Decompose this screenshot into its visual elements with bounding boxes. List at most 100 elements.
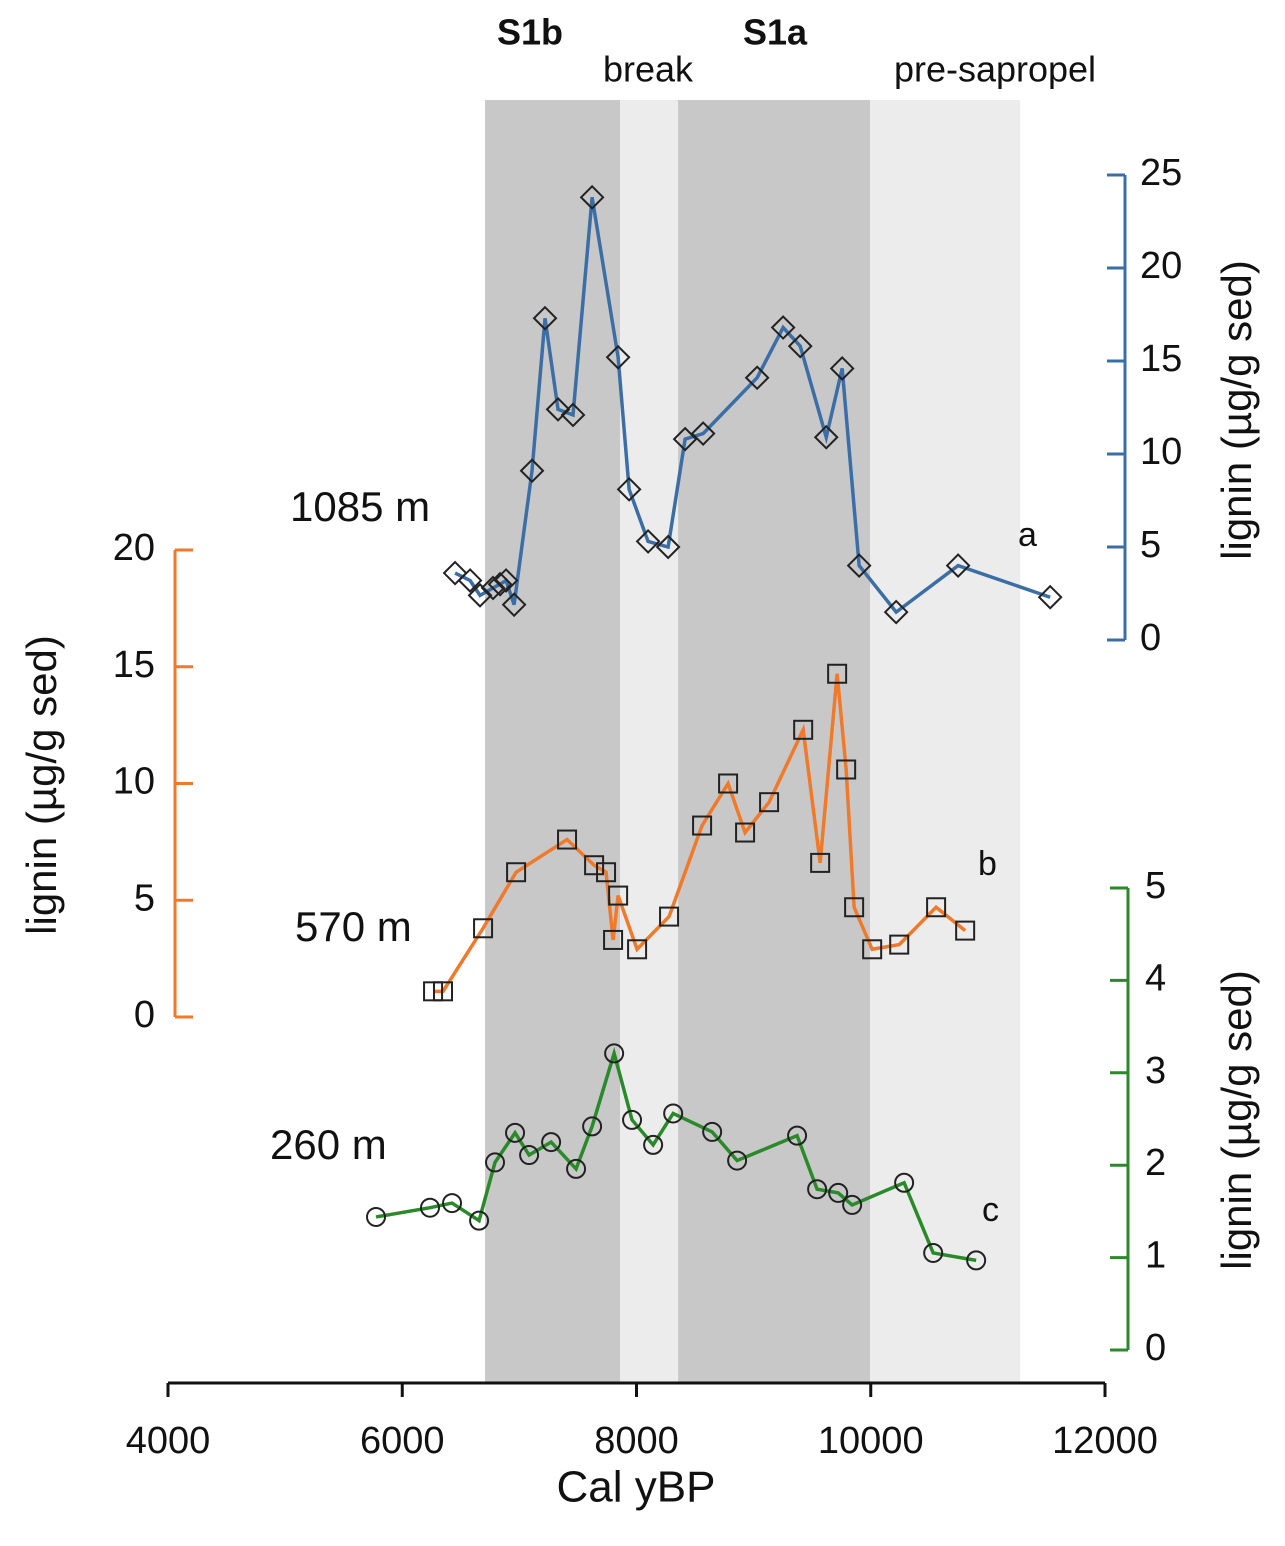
data-point [442, 1193, 463, 1214]
y-tick-label: 20 [113, 527, 155, 569]
y-tick-label: 3 [1145, 1050, 1166, 1092]
data-point [787, 333, 813, 359]
data-point [519, 1145, 540, 1166]
data-point [787, 1125, 808, 1146]
data-point [889, 934, 910, 955]
period-band [870, 100, 1021, 1383]
data-point [702, 1121, 723, 1142]
data-point [366, 1206, 387, 1227]
series-tag: c [982, 1191, 999, 1229]
data-point [894, 1172, 915, 1193]
data-point [945, 553, 971, 579]
data-point [608, 885, 629, 906]
data-point [584, 855, 605, 876]
period-band [620, 100, 679, 1383]
data-point [532, 305, 558, 331]
data-point [813, 424, 839, 450]
data-point [493, 568, 519, 593]
data-point [457, 568, 483, 593]
y-tick-label: 20 [1140, 245, 1182, 287]
data-point [442, 560, 468, 586]
data-point [622, 1109, 643, 1130]
data-point [810, 852, 831, 873]
data-point [420, 1197, 441, 1218]
data-point [759, 792, 780, 813]
data-point [433, 981, 454, 1002]
data-point [473, 918, 494, 939]
data-point [545, 396, 571, 422]
period-label: break [603, 49, 694, 90]
x-tick-label: 12000 [1052, 1420, 1158, 1462]
data-point [744, 365, 770, 391]
data-point [883, 599, 909, 625]
data-point [844, 897, 865, 918]
data-point [846, 553, 872, 579]
data-point [557, 829, 578, 850]
markers [442, 184, 1063, 625]
y-tick-label: 5 [1145, 865, 1166, 907]
data-point [923, 1242, 944, 1263]
series-label: 260 m [270, 1121, 387, 1168]
data-point [793, 719, 814, 740]
data-point [635, 529, 661, 554]
y-tick-label: 0 [134, 994, 155, 1036]
y-axis-label: lignin (µg/g sed) [1213, 970, 1260, 1270]
data-point [506, 862, 527, 883]
data-point [605, 344, 631, 370]
period-band [678, 100, 871, 1383]
data-point [692, 815, 713, 836]
y-tick-label: 10 [1140, 431, 1182, 473]
period-label: S1a [743, 12, 808, 53]
data-point [627, 939, 648, 960]
y-axis-label: lignin (µg/g sed) [18, 635, 65, 935]
data-point [616, 476, 642, 502]
series-line [375, 1047, 977, 1263]
y-tick-label: 5 [1140, 524, 1161, 566]
x-tick-label: 10000 [818, 1420, 924, 1462]
x-axis-label: Cal yBP [557, 1463, 716, 1512]
data-point [727, 1150, 748, 1171]
data-point [690, 421, 716, 446]
y-tick-label: 4 [1145, 957, 1166, 999]
y-tick-label: 15 [113, 644, 155, 686]
period-label: pre-sapropel [894, 49, 1096, 90]
series-label: 1085 m [290, 483, 430, 530]
data-point [596, 862, 617, 883]
data-point [501, 592, 527, 618]
data-point [926, 897, 947, 918]
data-point [541, 1132, 562, 1153]
data-point [966, 1250, 987, 1271]
data-point [485, 1152, 506, 1173]
x-tick-label: 6000 [360, 1420, 445, 1462]
data-point [718, 773, 739, 794]
data-point [505, 1122, 526, 1143]
data-point [955, 920, 976, 941]
series-label: 570 m [295, 903, 412, 950]
data-point [663, 1103, 684, 1124]
data-point [582, 1116, 603, 1137]
data-point [469, 1210, 490, 1231]
y-tick-label: 10 [113, 761, 155, 803]
y-tick-label: 0 [1140, 617, 1161, 659]
markers [423, 663, 976, 1002]
y-tick-label: 25 [1140, 152, 1182, 194]
x-tick-label: 4000 [126, 1420, 211, 1462]
y-tick-label: 2 [1145, 1142, 1166, 1184]
data-point [480, 575, 506, 601]
y-tick-label: 0 [1145, 1327, 1166, 1369]
data-point [604, 1043, 625, 1064]
data-point [603, 929, 624, 950]
data-point [862, 939, 883, 960]
y-tick-label: 15 [1140, 338, 1182, 380]
data-point [1037, 584, 1063, 610]
markers [366, 1043, 987, 1271]
data-point [655, 534, 681, 560]
data-point [828, 1182, 849, 1203]
data-point [829, 356, 855, 381]
period-label: S1b [497, 12, 563, 53]
data-point [519, 458, 545, 484]
data-point [579, 184, 605, 210]
period-band [485, 100, 621, 1383]
x-tick-label: 8000 [594, 1420, 679, 1462]
